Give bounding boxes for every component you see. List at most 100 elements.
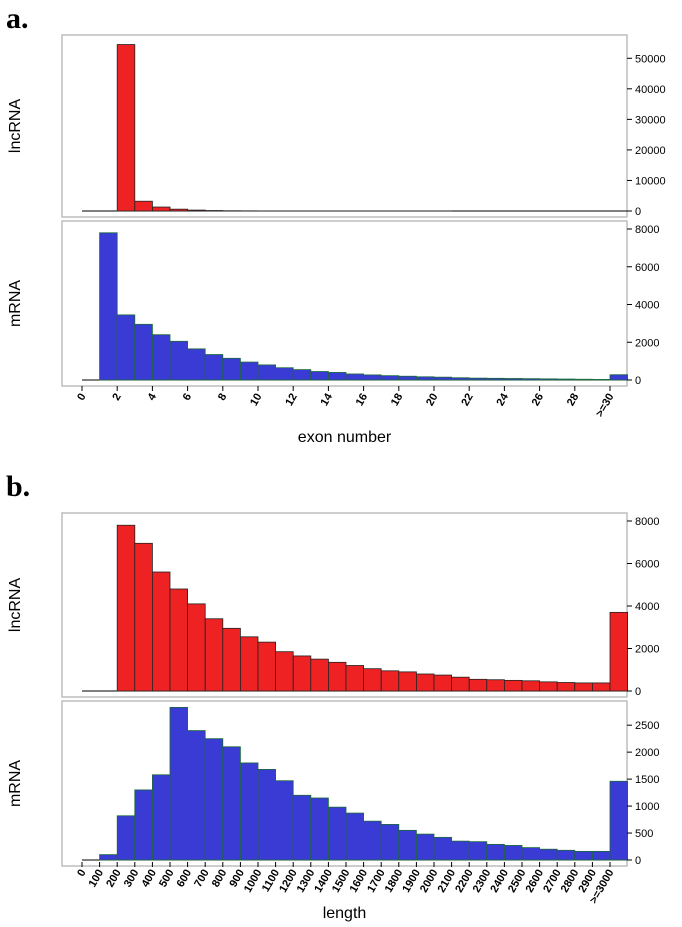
xtick-label-a-0: 0 [75,392,88,403]
xtick-label-a-8: 8 [216,392,229,403]
bar-a-mrna-3 [134,323,153,381]
bar-b-mrna-2500 [521,847,541,861]
bar-b-mrna-900 [239,762,259,861]
xtick-label-a-14: 14 [318,391,335,408]
bar-b-mrna-200 [116,815,136,861]
bar-b-lncrna-1300 [310,658,329,692]
bar-b-lncrna-600 [187,603,206,692]
bar-b-mrna-2100 [451,840,470,861]
bar-a-lncrna-4 [151,206,171,212]
bar-a-mrna-20 [433,376,453,381]
bar-a-mrna-26 [539,378,558,381]
panel-a-letter: a. [6,2,29,35]
bar-b-mrna-2900 [592,850,611,861]
ytick-label-b-lncrna-2000: 2000 [635,644,659,656]
ytick-label-a-lncrna-40000: 40000 [635,84,666,96]
bar-b-lncrna-1000 [257,641,277,692]
ytick-label-a-mrna-8000: 8000 [635,224,659,236]
bar-b-mrna-400 [151,774,171,861]
bar-a-mrna-25 [521,378,541,381]
xtick-label-b-600: 600 [175,868,195,890]
xtick-label-a-28: 28 [565,392,582,409]
bar-a-lncrna-6 [187,209,206,212]
bar-b-lncrna->=3000 [609,611,629,692]
bar-b-mrna->=3000 [609,780,629,861]
bar-b-mrna-1000 [257,769,277,861]
xtick-label-a-4: 4 [146,391,160,403]
bar-a-mrna-7 [204,354,224,381]
bar-b-lncrna-2000 [433,674,453,692]
bar-b-mrna-2400 [503,845,523,861]
bar-b-mrna-2600 [539,848,558,861]
bar-b-mrna-500 [169,706,189,861]
bar-a-mrna-12 [292,369,312,381]
ytick-label-b-mrna-2000: 2000 [635,747,659,759]
ytick-label-a-lncrna-0: 0 [635,206,641,218]
ylabel-a-lncrna: lncRNA [7,99,24,154]
ytick-label-a-mrna-2000: 2000 [635,337,659,349]
bar-b-lncrna-1800 [398,671,417,692]
bar-b-mrna-1500 [345,812,365,861]
ytick-label-a-lncrna-10000: 10000 [635,175,666,187]
bar-b-lncrna-500 [169,588,189,692]
bar-b-mrna-1300 [310,797,329,861]
bar-b-mrna-1400 [327,806,347,861]
bar-b-mrna-300 [134,789,153,861]
bar-a-lncrna-3 [134,200,153,212]
xtick-label-a-12: 12 [283,392,300,409]
ytick-label-b-mrna-1500: 1500 [635,774,659,786]
bar-b-lncrna-2300 [486,679,505,692]
plots-layer: 01000020000300004000050000lncRNA02000400… [7,34,666,922]
bar-a-mrna-28 [574,378,593,381]
xtick-label-a-24: 24 [494,391,511,408]
bar-a-mrna-11 [275,367,294,381]
xtick-label-a->=30: >=30 [594,392,617,420]
bar-a-mrna-9 [239,361,259,381]
bar-a-mrna-29 [592,379,611,381]
xlabel-b: length [323,905,367,922]
bar-b-lncrna-2800 [574,682,593,692]
bar-b-lncrna-900 [239,636,259,692]
ytick-label-a-lncrna-20000: 20000 [635,145,666,157]
xtick-label-b-100: 100 [87,868,107,890]
bar-b-mrna-1800 [398,829,417,861]
bar-b-mrna-100 [99,854,118,861]
bar-a-mrna-23 [486,377,505,381]
frame-a-mrna [61,220,628,387]
xtick-label-b-800: 800 [210,868,230,890]
bar-b-mrna-700 [204,738,224,861]
panel-b-letter: b. [6,470,30,503]
ytick-label-a-lncrna-50000: 50000 [635,53,666,65]
frame-b-lncrna [61,512,628,698]
bar-b-mrna-2300 [486,843,505,861]
bar-b-lncrna-2900 [592,682,611,692]
bar-b-lncrna-2100 [451,676,470,692]
bar-a-mrna-5 [169,340,189,381]
ytick-label-b-lncrna-8000: 8000 [635,516,659,528]
bar-a-mrna-4 [151,334,171,381]
bar-a-mrna-21 [451,377,470,381]
xtick-label-b-200: 200 [104,868,124,890]
ytick-label-b-mrna-0: 0 [635,855,641,867]
bar-b-lncrna-2700 [556,682,576,692]
xtick-label-b-500: 500 [157,868,177,890]
bar-b-mrna-1700 [380,824,400,861]
ylabel-a-mrna: mRNA [7,280,24,327]
ytick-label-a-mrna-4000: 4000 [635,300,659,312]
bar-a-lncrna-5 [169,208,189,212]
bar-b-mrna-2000 [433,836,453,861]
xtick-label-a-26: 26 [530,392,547,409]
bar-a-mrna-15 [345,373,365,381]
bar-b-lncrna-300 [134,542,153,692]
bar-b-lncrna-1200 [292,655,312,692]
ytick-label-a-mrna-6000: 6000 [635,262,659,274]
bar-a-mrna-19 [415,376,435,381]
xtick-label-b-400: 400 [139,868,159,890]
bar-a-mrna-13 [310,371,329,381]
frame-a-lncrna [61,34,628,218]
bar-b-mrna-1100 [275,780,294,861]
bar-a-mrna-14 [327,372,347,381]
bar-a-mrna-17 [380,375,400,381]
xtick-label-b-700: 700 [192,868,212,890]
